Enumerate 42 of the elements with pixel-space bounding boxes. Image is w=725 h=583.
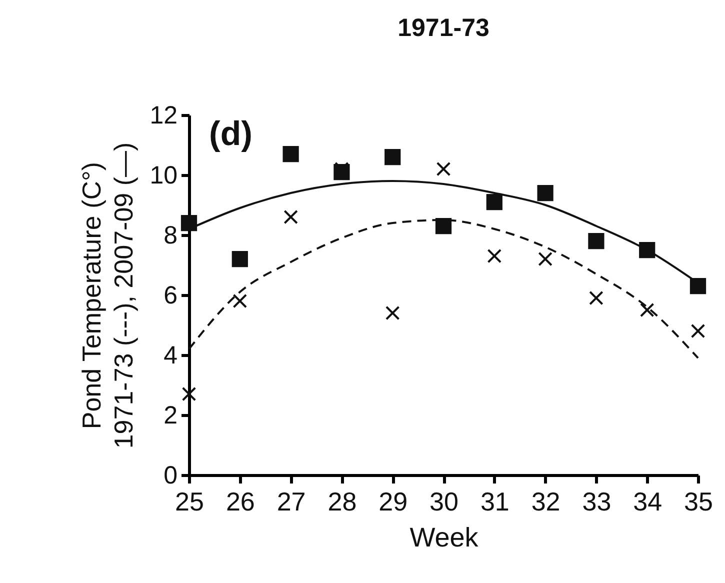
y-axis-title: Pond Temperature (C°) 1971-73 (---), 2007-09 (—) [76, 142, 139, 449]
y-tick-label: 12 [150, 102, 178, 130]
y-tick-label: 2 [164, 402, 178, 430]
point [690, 324, 706, 338]
x-tick-label: 29 [378, 486, 408, 516]
y-tick-label: 0 [164, 462, 178, 490]
x-tick-label: 25 [175, 486, 204, 516]
point [589, 290, 604, 306]
chart-title: 1971-73 [398, 14, 490, 42]
y-tick-label: 8 [164, 222, 178, 250]
point [690, 278, 706, 294]
point [180, 214, 198, 232]
y-tick-label: 6 [164, 282, 178, 310]
point [284, 210, 298, 224]
x-tick-label: 33 [582, 486, 612, 516]
point [487, 248, 502, 264]
point [282, 146, 299, 162]
point [640, 302, 654, 318]
x-tick-label: 35 [684, 486, 713, 516]
point [232, 250, 248, 268]
x-tick-label: 34 [633, 486, 662, 516]
point [384, 148, 401, 166]
y-tick-label: 10 [150, 162, 178, 190]
point [486, 194, 502, 210]
point [182, 386, 196, 402]
x-axis-title: Week [410, 522, 479, 552]
y-tick-label: 4 [164, 342, 178, 370]
x-tick-label: 27 [276, 486, 306, 516]
point [435, 218, 452, 234]
point [538, 252, 552, 266]
annotation: (d) [209, 115, 252, 153]
point [232, 294, 248, 308]
point [537, 184, 554, 202]
point [436, 162, 451, 176]
line-series [188, 219, 699, 359]
point [588, 232, 604, 250]
x-tick-label: 32 [531, 486, 560, 516]
point [385, 306, 400, 320]
x-tick-label: 31 [480, 486, 510, 516]
x-tick-label: 26 [226, 486, 255, 516]
x-tick-label: 28 [328, 486, 357, 516]
x-tick-label: 30 [430, 486, 458, 516]
